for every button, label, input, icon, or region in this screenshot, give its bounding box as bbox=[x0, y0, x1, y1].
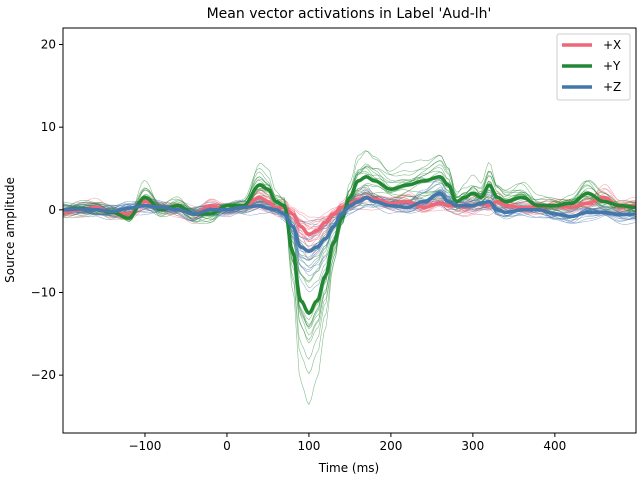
legend-label: +Z bbox=[603, 80, 621, 94]
y-tick-label: −20 bbox=[31, 368, 56, 382]
x-axis-label: Time (ms) bbox=[318, 461, 380, 475]
legend-box bbox=[556, 33, 631, 101]
y-axis: −20 −10 0 10 20 bbox=[31, 38, 63, 382]
x-tick-label: −100 bbox=[128, 439, 161, 453]
x-tick-label: 100 bbox=[297, 439, 320, 453]
y-tick-label: 0 bbox=[48, 203, 56, 217]
legend-label: +Y bbox=[603, 59, 621, 73]
trace-Y-individual bbox=[63, 150, 636, 406]
trace-Y-individual bbox=[63, 160, 636, 344]
y-axis-label: Source amplitude bbox=[3, 177, 17, 283]
y-tick-label: 10 bbox=[41, 120, 56, 134]
x-tick-label: 0 bbox=[223, 439, 231, 453]
plot-area bbox=[63, 150, 636, 406]
x-tick-label: 200 bbox=[379, 439, 402, 453]
y-tick-label: −10 bbox=[31, 285, 56, 299]
series-line-y bbox=[63, 175, 636, 315]
x-axis: −100 0 100 200 300 400 bbox=[128, 433, 566, 453]
chart-title: Mean vector activations in Label 'Aud-lh… bbox=[207, 6, 492, 22]
series-line-z bbox=[63, 191, 636, 253]
legend-label: +X bbox=[603, 38, 621, 52]
legend: +X +Y +Z bbox=[556, 33, 631, 101]
x-tick-label: 400 bbox=[543, 439, 566, 453]
trace-Z-individual bbox=[63, 199, 636, 222]
x-tick-label: 300 bbox=[461, 439, 484, 453]
axes-frame bbox=[62, 27, 637, 434]
y-tick-label: 20 bbox=[41, 38, 56, 52]
trace-Y-individual bbox=[63, 167, 636, 336]
